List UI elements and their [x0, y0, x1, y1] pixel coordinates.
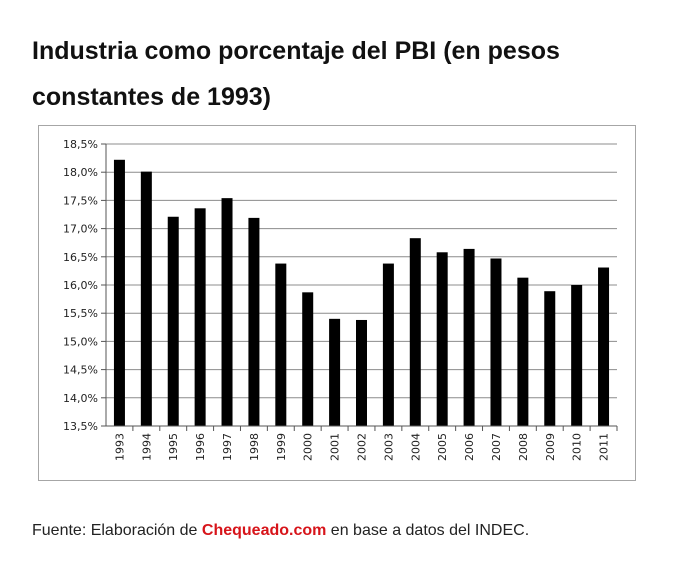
gridlines	[106, 143, 617, 399]
x-tick-label-1993: 1993	[113, 433, 126, 461]
bar-1996	[194, 208, 206, 426]
x-tick-label-2000: 2000	[302, 433, 315, 461]
bar-2005	[436, 252, 448, 426]
bar-chart: 13,5% 14,0% 14,5% 15,0% 15,5% 16,0% 16,5% 17,0%…	[63, 138, 618, 461]
x-tick-label-1994: 1994	[140, 433, 153, 461]
source-suffix: en base a datos del INDEC.	[326, 522, 530, 539]
bars	[113, 159, 610, 426]
x-tick-label-2011: 2011	[598, 433, 611, 461]
bar-2003	[382, 263, 394, 426]
x-tick-label-2004: 2004	[409, 433, 422, 461]
source-note: Fuente: Elaboración de Chequeado.com en …	[32, 522, 529, 540]
bar-1994	[140, 171, 152, 426]
y-tick-label: 15,5%	[63, 307, 98, 320]
y-tick-label: 16,5%	[63, 251, 98, 264]
x-tick-label-2006: 2006	[463, 433, 476, 461]
bar-1997	[221, 198, 233, 426]
x-tick-label-2005: 2005	[436, 433, 449, 461]
bar-2002	[356, 319, 367, 426]
y-tick-label: 14,5%	[63, 364, 98, 377]
x-tick-labels: 1993 1994 1995 1996 1997 1998 1999 2000 2001 2002…	[113, 433, 610, 461]
bar-1993	[113, 159, 125, 426]
bar-1999	[275, 263, 287, 426]
bar-2001	[329, 318, 341, 426]
x-tick-label-2001: 2001	[329, 433, 342, 461]
y-tick-label: 15,0%	[63, 335, 98, 348]
y-tick-label: 18,0%	[63, 166, 98, 179]
y-tick-label: 18,5%	[63, 138, 98, 151]
y-tick-label: 17,0%	[63, 223, 98, 236]
bar-2007	[490, 258, 502, 426]
x-tick-label-1998: 1998	[248, 433, 261, 461]
bar-2011	[598, 267, 610, 426]
y-tick-label: 13,5%	[63, 420, 98, 433]
y-tick-label: 17,5%	[63, 194, 98, 207]
x-tick-label-2007: 2007	[490, 433, 503, 461]
y-tick-labels: 13,5% 14,0% 14,5% 15,0% 15,5% 16,0% 16,5% 17,0%…	[63, 138, 98, 433]
x-tick-label-2010: 2010	[571, 433, 584, 461]
x-tick-label-2002: 2002	[356, 433, 369, 461]
chart-frame: 13,5% 14,0% 14,5% 15,0% 15,5% 16,0% 16,5% 17,0%…	[38, 125, 636, 481]
x-tick-label-1995: 1995	[167, 433, 180, 461]
bar-2004	[409, 238, 421, 426]
x-tick-label-1997: 1997	[221, 433, 234, 461]
bar-2006	[463, 248, 475, 426]
bar-2010	[571, 285, 583, 426]
chart-title: Industria como porcentaje del PBI (en pe…	[32, 37, 560, 111]
x-tick-label-2003: 2003	[382, 433, 395, 461]
bar-2008	[517, 277, 529, 426]
x-tick-label-2008: 2008	[517, 433, 530, 461]
bar-1995	[167, 216, 179, 426]
bar-2000	[302, 292, 314, 426]
y-tick-label: 16,0%	[63, 279, 98, 292]
source-prefix: Fuente: Elaboración de	[32, 522, 202, 539]
axes	[101, 143, 618, 431]
bar-2009	[544, 291, 556, 426]
x-tick-label-2009: 2009	[544, 433, 557, 461]
x-tick-label-1999: 1999	[275, 433, 288, 461]
source-brand-link[interactable]: Chequeado.com	[201, 522, 327, 539]
y-tick-label: 14,0%	[63, 392, 98, 405]
bar-1998	[248, 217, 260, 426]
x-tick-label-1996: 1996	[194, 433, 207, 461]
